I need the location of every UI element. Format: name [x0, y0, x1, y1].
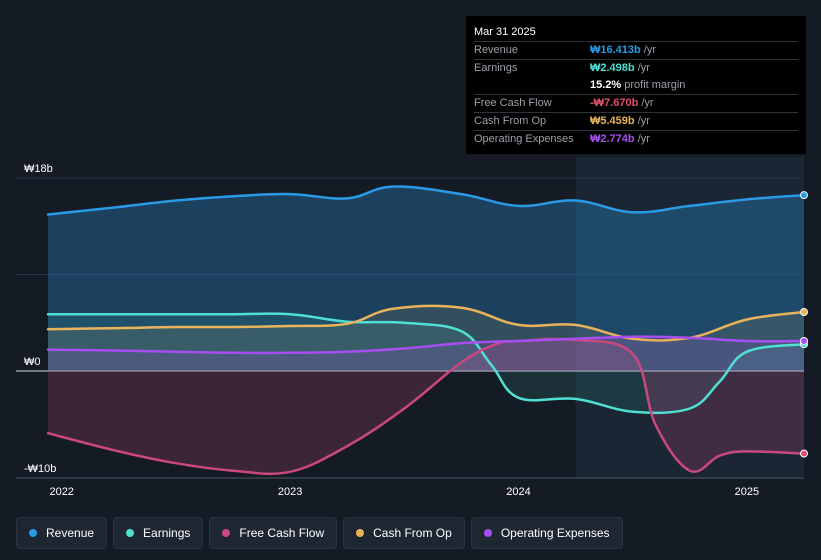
data-tooltip: Mar 31 2025 Revenue ₩16.413b /yr Earnings ₩…	[466, 16, 806, 154]
y-axis-labels: ₩18b ₩0 -₩10b	[24, 163, 56, 475]
series-area	[48, 338, 804, 474]
legend-dot-icon	[222, 529, 231, 537]
tooltip-row-unit: /yr	[640, 44, 657, 56]
x-tick-label: 2023	[278, 486, 302, 498]
tooltip-date: Mar 31 2025	[474, 26, 536, 38]
x-tick-label: 2024	[506, 486, 530, 498]
tooltip-row: 15.2% profit margin	[474, 77, 798, 94]
series-line	[46, 335, 806, 355]
tooltip-row: Revenue ₩16.413b /yr	[474, 41, 798, 59]
legend-dot-icon	[126, 529, 135, 537]
series-line	[46, 312, 806, 415]
y-tick-label: ₩0	[24, 356, 41, 368]
tooltip-row-label: Operating Expenses	[474, 133, 574, 145]
tooltip-row-value: ₩5.459b	[590, 115, 635, 127]
legend-dot-icon	[483, 529, 492, 537]
tooltip-row-value: -₩7.670b	[590, 97, 639, 109]
legend-item[interactable]: Operating Expenses	[470, 517, 623, 549]
series-endpoint	[800, 308, 808, 317]
financial-chart: ₩18b ₩0 -₩10b 2022 2023 2024 2025	[16, 157, 808, 498]
tooltip-row-label	[474, 77, 590, 94]
tooltip-row-label: Cash From Op	[474, 115, 547, 127]
legend-label: Free Cash Flow	[239, 526, 325, 540]
series-endpoint	[800, 191, 808, 200]
series-endpoint	[800, 336, 808, 345]
tooltip-row: Cash From Op ₩5.459b /yr	[474, 112, 798, 130]
tooltip-row-value: ₩16.413b	[590, 44, 641, 56]
grid-lines	[16, 177, 804, 479]
legend-item[interactable]: Earnings	[113, 517, 204, 549]
chart-legend: Revenue Earnings Free Cash Flow Cash From O…	[16, 517, 623, 549]
tooltip-row-value: 15.2%	[590, 79, 622, 91]
series-line	[46, 185, 806, 216]
tooltip-row-unit: /yr	[634, 133, 650, 145]
x-tick-label: 2022	[49, 486, 73, 498]
series-endpoints	[800, 191, 808, 458]
tooltip-row-value: ₩2.498b	[590, 62, 635, 74]
legend-item[interactable]: Cash From Op	[343, 517, 465, 549]
series-endpoint	[800, 449, 808, 458]
tooltip-rows: Revenue ₩16.413b /yr Earnings ₩2.498b /yr 15…	[474, 41, 798, 148]
series-line	[46, 304, 806, 342]
legend-item[interactable]: Revenue	[16, 517, 108, 549]
series-area	[48, 313, 804, 413]
tooltip-row-unit: /yr	[634, 62, 650, 74]
legend-dot-icon	[29, 529, 37, 537]
tooltip-row-label: Free Cash Flow	[474, 97, 552, 109]
series-lines	[46, 185, 806, 476]
series-areas	[48, 186, 804, 474]
tooltip-row: Free Cash Flow -₩7.670b /yr	[474, 94, 798, 112]
legend-item[interactable]: Free Cash Flow	[209, 517, 338, 549]
y-tick-label: -₩10b	[24, 463, 56, 475]
series-area	[48, 186, 804, 371]
tooltip-row-value: ₩2.774b	[590, 133, 635, 145]
series-area	[48, 336, 804, 371]
legend-dot-icon	[356, 529, 365, 537]
legend-label: Cash From Op	[373, 526, 452, 540]
tooltip-row-unit: /yr	[634, 115, 650, 127]
series-line	[46, 337, 806, 476]
legend-label: Earnings	[143, 526, 191, 540]
tooltip-row-unit: profit margin	[621, 79, 686, 91]
tooltip-row: Earnings ₩2.498b /yr	[474, 59, 798, 77]
series-area	[48, 305, 804, 371]
y-tick-label: ₩18b	[24, 163, 53, 175]
x-tick-label: 2025	[735, 486, 759, 498]
tooltip-row-label: Revenue	[474, 44, 519, 56]
tooltip-row: Operating Expenses ₩2.774b /yr	[474, 130, 798, 148]
x-axis-labels: 2022 2023 2024 2025	[49, 486, 759, 498]
tooltip-row-unit: /yr	[638, 97, 654, 109]
tooltip-row-label: Earnings	[474, 62, 518, 74]
legend-label: Operating Expenses	[500, 526, 610, 540]
legend-label: Revenue	[46, 526, 95, 540]
